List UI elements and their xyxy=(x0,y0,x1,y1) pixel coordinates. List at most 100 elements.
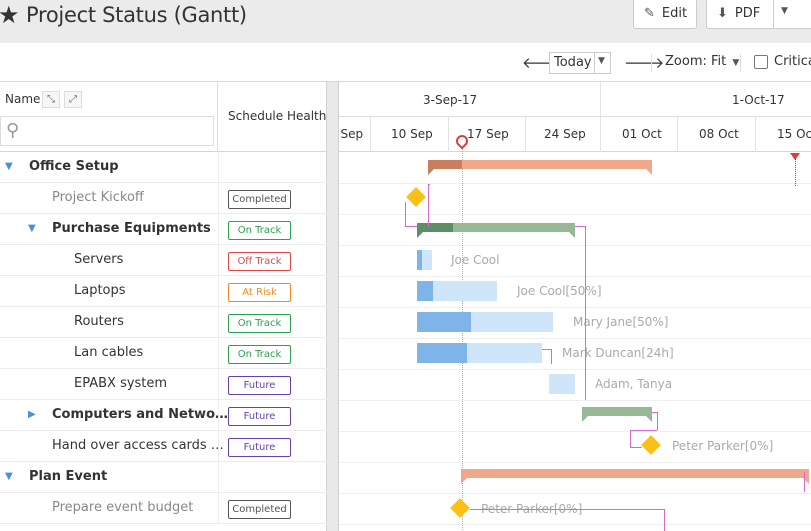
zoom-label: Zoom: Fit xyxy=(665,54,727,69)
table-row[interactable]: Prepare event budget Completed xyxy=(0,493,327,524)
table-row[interactable]: ▼ Purchase Equipments On Track xyxy=(0,214,327,245)
week-divider xyxy=(525,117,526,152)
table-row[interactable]: Routers On Track xyxy=(0,307,327,338)
edit-button-label: Edit xyxy=(661,6,688,21)
row-separator xyxy=(339,524,811,525)
search-input[interactable]: ⚲ xyxy=(0,116,214,146)
task-bar-routers-progress xyxy=(417,312,471,332)
edit-button[interactable]: ✎ Edit xyxy=(633,0,697,29)
task-name: Plan Event xyxy=(29,469,108,484)
task-name: Office Setup xyxy=(29,159,119,174)
expand-all-icon[interactable]: ⤢ xyxy=(64,91,82,108)
milestone-project-kickoff[interactable] xyxy=(406,187,426,207)
summary-bar-plan-event-end-left xyxy=(461,478,467,484)
task-name: Purchase Equipments xyxy=(52,221,211,236)
dependency-line xyxy=(652,412,657,413)
row-separator xyxy=(339,338,811,339)
row-separator xyxy=(339,214,811,215)
column-divider xyxy=(218,183,219,214)
table-row[interactable]: ▶ Computers and Netwo… Future xyxy=(0,400,327,431)
timeline-week-header: 3 Sep 10 Sep 17 Sep 24 Sep 01 Oct 08 Oct 15 Oc… xyxy=(339,117,811,152)
summary-bar-computers-network[interactable] xyxy=(582,407,652,416)
row-separator xyxy=(339,276,811,277)
milestone-hand-over[interactable] xyxy=(641,435,661,455)
task-name: Hand over access cards … xyxy=(52,438,224,453)
row-separator xyxy=(339,369,811,370)
chevron-down-icon[interactable]: ▼ xyxy=(598,56,605,66)
resource-label: Peter Parker[0%] xyxy=(672,439,774,453)
week-label: 17 Sep xyxy=(467,127,509,141)
name-column-header: Name ⤡ ⤢ ⚲ xyxy=(0,82,218,152)
today-line xyxy=(462,140,463,531)
summary-bar-purchase-equipments-end-left xyxy=(417,232,423,238)
task-bar-laptops[interactable] xyxy=(417,281,497,301)
summary-bar-purchase-equipments-end-right xyxy=(569,232,575,238)
dependency-line xyxy=(575,226,585,227)
week-label: 10 Sep xyxy=(391,127,433,141)
table-row[interactable]: Servers Off Track xyxy=(0,245,327,276)
dependency-line xyxy=(630,430,631,447)
dependency-line xyxy=(585,226,586,400)
week-divider xyxy=(448,117,449,152)
table-row[interactable]: Project Kickoff Completed xyxy=(0,183,327,214)
table-row[interactable]: ▼ Office Setup xyxy=(0,152,327,183)
milestone-event-budget[interactable] xyxy=(450,498,470,518)
column-divider xyxy=(218,431,219,462)
column-divider xyxy=(218,214,219,245)
dependency-line xyxy=(428,184,430,185)
week-label: 3 Sep xyxy=(339,127,364,141)
column-divider xyxy=(218,338,219,369)
table-row[interactable]: ▼ Plan Event xyxy=(0,462,327,493)
column-divider xyxy=(218,276,219,307)
row-separator xyxy=(339,431,811,432)
status-badge: Future xyxy=(228,376,291,395)
collapse-caret-icon[interactable]: ▼ xyxy=(28,223,36,234)
week-divider xyxy=(600,117,601,152)
pdf-button-divider xyxy=(773,0,774,28)
table-row[interactable]: Hand over access cards … Future xyxy=(0,431,327,462)
task-name: Servers xyxy=(74,252,124,267)
pane-splitter[interactable] xyxy=(327,82,339,531)
row-separator xyxy=(339,400,811,401)
dependency-line xyxy=(630,447,642,448)
collapse-all-icon[interactable]: ⤡ xyxy=(42,91,60,108)
column-divider xyxy=(218,152,219,183)
search-icon: ⚲ xyxy=(6,120,20,141)
expand-caret-icon[interactable]: ▶ xyxy=(28,409,36,420)
critical-path-checkbox[interactable] xyxy=(754,55,768,69)
summary-bar-office-setup[interactable] xyxy=(428,160,652,169)
today-select[interactable]: Today ▼ xyxy=(549,52,611,74)
table-row[interactable]: EPABX system Future xyxy=(0,369,327,400)
star-icon[interactable]: ★ xyxy=(0,1,20,29)
deadline-line xyxy=(795,158,796,186)
toolbar-divider xyxy=(740,54,741,72)
column-divider xyxy=(218,245,219,276)
task-bar-epabx[interactable] xyxy=(549,374,575,394)
table-row[interactable]: Lan cables On Track xyxy=(0,338,327,369)
collapse-caret-icon[interactable]: ▼ xyxy=(5,471,13,482)
dependency-line xyxy=(405,226,417,227)
summary-bar-plan-event-end-right xyxy=(803,478,809,484)
status-badge: Future xyxy=(228,407,291,426)
pdf-button[interactable]: ⬇ PDF ▼ xyxy=(706,0,811,29)
gantt-chart: 3-Sep-17 1-Oct-17 3 Sep 10 Sep 17 Sep 24 Se… xyxy=(339,82,811,531)
row-separator xyxy=(339,307,811,308)
table-row[interactable]: Laptops At Risk xyxy=(0,276,327,307)
resource-label: Joe Cool[50%] xyxy=(517,284,602,298)
summary-bar-plan-event[interactable] xyxy=(461,469,809,478)
status-badge: Future xyxy=(228,438,291,457)
summary-bar-computers-network-end-right xyxy=(646,416,652,422)
week-divider xyxy=(755,117,756,152)
chevron-down-icon: ▼ xyxy=(732,58,740,68)
arrow-right-icon[interactable]: 🡒 xyxy=(624,54,665,72)
task-bar-servers-progress xyxy=(417,250,422,270)
summary-bar-purchase-equipments[interactable] xyxy=(417,223,575,232)
dependency-line xyxy=(551,349,552,364)
row-separator xyxy=(339,245,811,246)
task-grid: Name ⤡ ⤢ ⚲ Schedule Health ▼ Office Setup… xyxy=(0,82,327,531)
collapse-caret-icon[interactable]: ▼ xyxy=(5,161,13,172)
zoom-dropdown[interactable]: Zoom: Fit ▼ xyxy=(665,54,739,69)
chevron-down-icon[interactable]: ▼ xyxy=(781,6,788,16)
today-label: Today xyxy=(554,55,592,70)
month-label: 3-Sep-17 xyxy=(423,93,478,107)
